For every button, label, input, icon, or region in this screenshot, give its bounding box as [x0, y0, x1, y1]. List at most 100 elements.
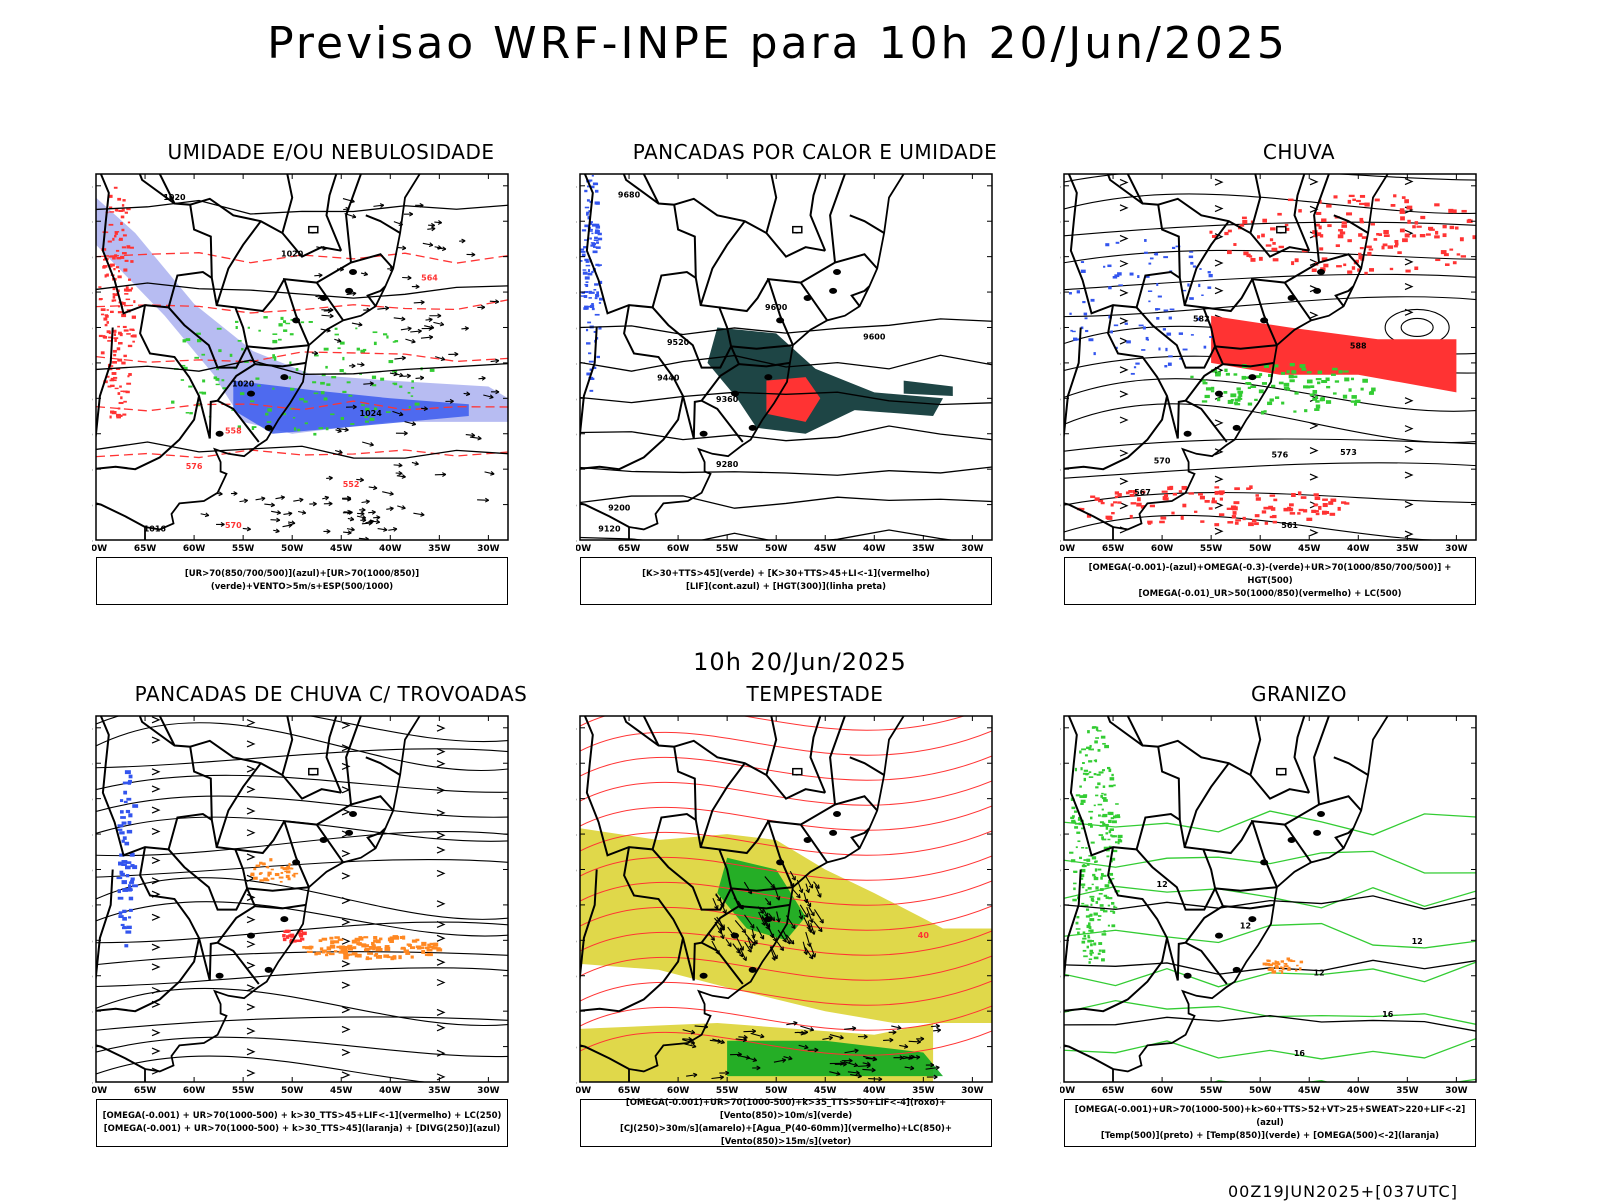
lat-tick-label: 24S [1060, 865, 1061, 875]
legend-box: [OMEGA(-0.001)-(azul)+OMEGA(-0.3)-(verde… [1064, 557, 1476, 605]
lon-tick-label: 70W [92, 1086, 107, 1096]
lat-tick-label: 27S [92, 359, 93, 369]
panel-granizo: GRANIZO 12121216161212S15S18S21S24S27S30… [1060, 682, 1538, 1182]
legend-line: [Temp(500)](preto) + [Temp(850)](verde) … [1065, 1130, 1475, 1143]
contour-label: 16 [1294, 1049, 1306, 1058]
lat-tick-label: 15S [1060, 759, 1061, 769]
lon-tick-label: 45W [330, 1086, 353, 1096]
map-plot: 1020102010201024101657056455257655812S15… [92, 140, 512, 560]
contour-label: 561 [1281, 521, 1298, 530]
lat-tick-label: 15S [1060, 217, 1061, 227]
lon-tick-label: 35W [912, 1086, 935, 1096]
lon-tick-label: 60W [1151, 544, 1174, 554]
contour-label: 588 [1350, 342, 1367, 351]
lon-tick-label: 30W [1445, 544, 1468, 554]
map-plot: 96009520944093609280920091209600968012S1… [576, 140, 996, 560]
lat-tick-label: 33S [576, 430, 577, 440]
lon-tick-label: 45W [814, 544, 837, 554]
lat-tick-label: 36S [92, 1007, 93, 1017]
lon-tick-label: 35W [1396, 1086, 1419, 1096]
lat-tick-label: 30S [576, 394, 577, 404]
contour-label: 552 [343, 480, 360, 489]
contour-label: 558 [225, 427, 242, 436]
contour-label: 1024 [360, 409, 383, 418]
lon-tick-label: 35W [1396, 544, 1419, 554]
contour-label: 12 [1240, 922, 1251, 931]
lon-tick-label: 50W [281, 544, 304, 554]
lat-tick-label: 27S [1060, 359, 1061, 369]
panel-tempestade: TEMPESTADE 4012S15S18S21S24S27S30S33S36S… [576, 682, 1054, 1182]
lat-tick-label: 39S [576, 1043, 577, 1053]
lon-tick-label: 40W [379, 1086, 402, 1096]
lat-tick-label: 21S [576, 288, 577, 298]
lon-tick-label: 65W [134, 1086, 157, 1096]
map-plot: 4012S15S18S21S24S27S30S33S36S39S42S70W65… [576, 682, 996, 1102]
lat-tick-label: 24S [576, 323, 577, 333]
contour-label: 12 [1313, 969, 1324, 978]
panel-pancadas-trovoadas: PANCADAS DE CHUVA C/ TROVOADAS 12S15S18S… [92, 682, 570, 1182]
contour-label: 40 [918, 931, 930, 940]
contour-label: 564 [421, 273, 438, 282]
legend-line: [OMEGA(-0.01)_UR>50(1000/850)(vermelho) … [1065, 588, 1475, 601]
lat-tick-label: 12S [92, 724, 93, 734]
legend-box: [UR>70(850/700/500)](azul)+[UR>70(1000/8… [96, 557, 508, 605]
map-content: 40 [576, 682, 992, 1082]
lat-tick-label: 30S [576, 936, 577, 946]
lon-tick-label: 55W [232, 1086, 255, 1096]
lon-tick-label: 60W [183, 1086, 206, 1096]
lon-tick-label: 70W [1060, 1086, 1075, 1096]
map-content [92, 682, 508, 1086]
lat-tick-label: 15S [92, 217, 93, 227]
lon-tick-label: 50W [765, 1086, 788, 1096]
contour-label: 570 [1154, 456, 1171, 465]
lat-tick-label: 21S [92, 830, 93, 840]
contour-label: 12 [1157, 880, 1168, 889]
lat-tick-label: 18S [576, 253, 577, 263]
lon-tick-label: 40W [379, 544, 402, 554]
lat-tick-label: 12S [1060, 182, 1061, 192]
legend-line: [OMEGA(-0.001)+UR>70(1000-500)+k>60+TTS>… [1065, 1104, 1475, 1130]
lat-tick-label: 30S [92, 394, 93, 404]
lon-tick-label: 50W [765, 544, 788, 554]
lat-tick-label: 39S [1060, 501, 1061, 511]
lon-tick-label: 55W [1200, 544, 1223, 554]
lat-tick-label: 12S [92, 182, 93, 192]
lat-tick-label: 30S [92, 936, 93, 946]
lon-tick-label: 65W [618, 544, 641, 554]
lon-tick-label: 60W [667, 544, 690, 554]
lat-tick-label: 39S [1060, 1043, 1061, 1053]
legend-box: [OMEGA(-0.001) + UR>70(1000-500) + k>30_… [96, 1099, 508, 1147]
lat-tick-label: 24S [92, 865, 93, 875]
lon-tick-label: 35W [428, 544, 451, 554]
lon-tick-label: 30W [961, 544, 984, 554]
legend-line: [CJ(250)>30m/s](amarelo)+[Agua_P(40-60mm… [581, 1123, 991, 1149]
lat-tick-label: 21S [576, 830, 577, 840]
lon-tick-label: 30W [477, 1086, 500, 1096]
lon-tick-label: 30W [961, 1086, 984, 1096]
lat-tick-label: 33S [1060, 430, 1061, 440]
legend-box: [OMEGA(-0.001)+UR>70(1000-500)+k>35_TTS>… [580, 1099, 992, 1147]
lat-tick-label: 21S [1060, 830, 1061, 840]
map-plot: 12121216161212S15S18S21S24S27S30S33S36S3… [1060, 682, 1480, 1102]
lat-tick-label: 24S [92, 323, 93, 333]
lon-tick-label: 70W [1060, 544, 1075, 554]
lat-tick-label: 15S [576, 217, 577, 227]
lat-tick-label: 33S [92, 972, 93, 982]
map-plot: 12S15S18S21S24S27S30S33S36S39S42S70W65W6… [92, 682, 512, 1102]
page-title: Previsao WRF-INPE para 10h 20/Jun/2025 [0, 18, 1555, 69]
lon-tick-label: 40W [1347, 544, 1370, 554]
lat-tick-label: 36S [92, 465, 93, 475]
contour-label: 16 [1382, 1010, 1394, 1019]
lon-tick-label: 35W [428, 1086, 451, 1096]
lon-tick-label: 40W [863, 544, 886, 554]
lon-tick-label: 70W [576, 544, 591, 554]
lat-tick-label: 27S [1060, 901, 1061, 911]
lon-tick-label: 50W [281, 1086, 304, 1096]
lat-tick-label: 36S [576, 1007, 577, 1017]
lon-tick-label: 65W [134, 544, 157, 554]
panel-chuva: CHUVA 57657056758257356158812S15S18S21S2… [1060, 140, 1538, 640]
valid-time-label: 10h 20/Jun/2025 [0, 648, 1600, 676]
